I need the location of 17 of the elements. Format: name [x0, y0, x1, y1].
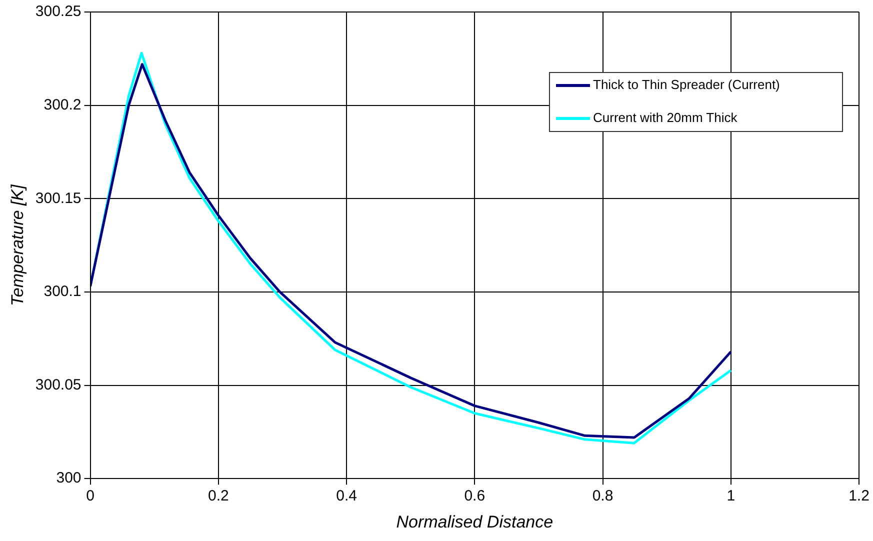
x-tick-label: 1.2 — [848, 488, 870, 505]
y-tick-label: 300.25 — [35, 3, 82, 20]
x-tick-label: 0 — [86, 488, 94, 505]
y-tick-label: 300.2 — [44, 96, 82, 114]
y-tick-label: 300.05 — [35, 376, 82, 394]
y-axis-title: Temperature [K] — [8, 183, 27, 306]
x-tick-label: 0.2 — [208, 488, 229, 505]
x-tick-label: 0.8 — [592, 488, 614, 505]
legend-label: Thick to Thin Spreader (Current) — [593, 77, 780, 92]
y-tick-label: 300 — [56, 470, 82, 487]
y-tick-label: 300.1 — [44, 283, 82, 300]
legend-label: Current with 20mm Thick — [593, 110, 738, 125]
x-tick-label: 0.4 — [336, 488, 357, 505]
x-tick-label: 0.6 — [464, 488, 486, 505]
x-axis-title: Normalised Distance — [396, 512, 554, 532]
x-tick-label: 1 — [726, 488, 736, 505]
y-tick-label: 300.15 — [35, 190, 82, 207]
